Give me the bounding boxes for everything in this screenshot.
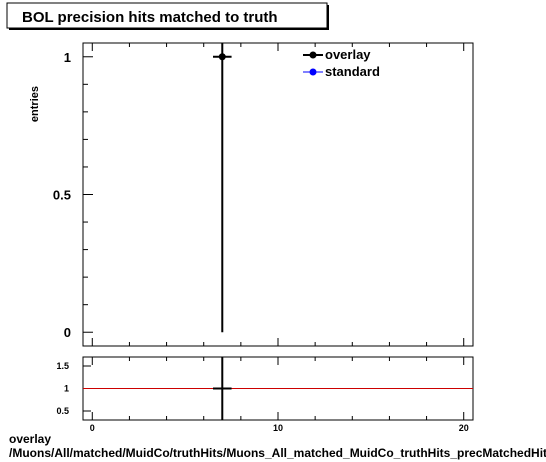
legend: overlay standard	[303, 47, 380, 79]
legend-label-standard: standard	[325, 64, 380, 79]
main-y-tick-label: 1	[64, 50, 71, 65]
footer-line-2: /Muons/All/matched/MuidCo/truthHits/Muon…	[9, 446, 546, 460]
overlay-data-point	[218, 53, 226, 61]
main-plot-frame	[82, 42, 474, 347]
legend-entry-overlay: overlay	[303, 47, 371, 62]
legend-label-overlay: overlay	[325, 47, 371, 62]
ratio-x-tick-label: 10	[273, 423, 283, 433]
main-data-marks	[213, 43, 232, 333]
title-box: BOL precision hits matched to truth	[6, 2, 329, 30]
main-y-tick-label: 0.5	[53, 188, 71, 203]
y-axis-label: entries	[29, 86, 41, 122]
ratio-y-tick-label: 1	[64, 384, 69, 394]
ratio-data-marks	[83, 357, 473, 420]
chart-title: BOL precision hits matched to truth	[22, 9, 278, 26]
main-y-axis: 00.51	[53, 50, 93, 340]
main-y-tick-label: 0	[64, 325, 71, 340]
ratio-x-tick-label: 20	[459, 423, 469, 433]
ratio-x-tick-label: 0	[90, 423, 95, 433]
ratio-y-tick-label: 1.5	[56, 361, 69, 371]
ratio-x-axis: 0 10 20	[90, 357, 469, 433]
footer-line-1: overlay	[9, 432, 51, 446]
legend-entry-standard: standard	[303, 64, 380, 79]
main-x-axis	[91, 43, 465, 346]
ratio-y-tick-label: 0.5	[56, 406, 69, 416]
